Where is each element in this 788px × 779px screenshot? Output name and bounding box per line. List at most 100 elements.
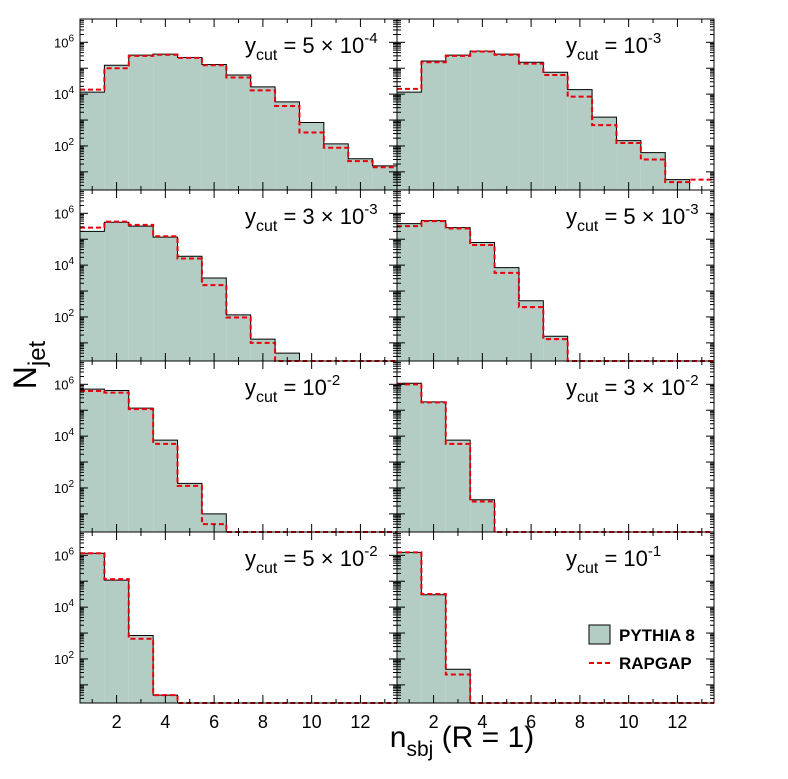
x-tick-label: 4 [477, 712, 487, 732]
pythia-bar [397, 223, 422, 361]
x-tick-label: 10 [619, 712, 639, 732]
pythia-bar [421, 61, 446, 190]
pythia-bar [470, 51, 495, 191]
pythia-bar [543, 336, 568, 361]
legend-label-pythia: PYTHIA 8 [619, 626, 695, 645]
pythia-bar [128, 55, 154, 190]
pythia-bar [177, 483, 202, 532]
y-tick-label: 102 [54, 479, 74, 496]
x-tick-label: 12 [350, 712, 370, 732]
pythia-bar [177, 256, 202, 361]
x-tick-label: 2 [429, 712, 439, 732]
pythia-bar [372, 165, 397, 190]
pythia-bar [518, 62, 544, 191]
pythia-step-line [397, 50, 714, 191]
pythia-bar [104, 390, 129, 532]
ycut-annotation: ycut = 5 × 10-2 [245, 543, 378, 577]
panel-8: 2 4 6 8 10 12 ycut = 10-1 [396, 531, 715, 732]
pythia-bar [153, 237, 178, 361]
pythia-bar [153, 440, 178, 532]
panel-6: ycut = 3 × 10-2 [396, 360, 715, 533]
x-tick-label: 2 [112, 712, 122, 732]
y-axis-label: Njet [7, 340, 51, 389]
y-tick-label: 102 [54, 137, 74, 154]
panel-5: 102 104 106 ycut = 10-2 [54, 360, 398, 533]
y-tick-label: 104 [54, 85, 74, 102]
pythia-bar [201, 277, 227, 361]
ycut-annotation: ycut = 10-1 [566, 543, 661, 577]
pythia-bar [128, 408, 154, 532]
panel-1: 102 104 106 ycut = 5 × 10-4 [54, 18, 398, 191]
pythia-bar [397, 552, 422, 703]
pythia-bar [80, 553, 105, 703]
pythia-bar [421, 594, 446, 703]
x-tick-label: 8 [575, 712, 585, 732]
rapgap-step-line [397, 50, 714, 184]
x-tick-label: 4 [160, 712, 170, 732]
pythia-bar [104, 65, 129, 190]
pythia-bar [421, 401, 446, 532]
rapgap-step-line [80, 220, 397, 362]
pythia-bar [397, 383, 422, 532]
pythia-bar [494, 267, 519, 361]
pythia-bar [592, 117, 617, 190]
y-tick-label: 102 [54, 308, 74, 325]
panel-4: ycut = 5 × 10-3 [396, 189, 715, 362]
pythia-bar [640, 152, 666, 190]
ycut-annotation: ycut = 10-3 [566, 30, 661, 64]
y-tick-label: 106 [54, 204, 74, 221]
pythia-bar [226, 74, 251, 190]
pythia-bar [153, 54, 178, 190]
x-tick-label: 8 [258, 712, 268, 732]
pythia-bar [543, 72, 568, 190]
pythia-bar [226, 314, 251, 361]
legend-swatch-pythia [588, 624, 611, 645]
pythia-bar [201, 64, 227, 190]
pythia-bar [518, 300, 544, 361]
pythia-bar [445, 227, 471, 361]
ycut-annotation: ycut = 3 × 10-2 [566, 372, 699, 406]
y-tick-label: 104 [54, 427, 74, 444]
pythia-bar [397, 92, 422, 190]
pythia-bar [128, 635, 154, 703]
pythia-bar [445, 55, 471, 190]
pythia-bar [80, 92, 105, 190]
panel-3: 102 104 106 ycut = 3 × 10-3 [54, 189, 398, 362]
legend-label-rapgap: RAPGAP [619, 654, 692, 673]
pythia-bar [80, 231, 105, 361]
y-tick-label: 106 [54, 546, 74, 563]
ycut-annotation: ycut = 5 × 10-3 [566, 201, 699, 235]
pythia-bar [445, 440, 471, 532]
pythia-bar [128, 226, 154, 361]
pythia-bar [275, 101, 300, 190]
pythia-bar [445, 669, 471, 703]
pythia-step-line [80, 53, 397, 167]
ycut-annotation: ycut = 5 × 10-4 [245, 30, 378, 64]
pythia-bar [421, 220, 446, 361]
panel-7: 102 104 106 2 4 6 8 10 12 ycut = 5 × 10-2 [54, 531, 398, 732]
x-tick-label: 6 [209, 712, 219, 732]
y-tick-label: 102 [54, 650, 74, 667]
pythia-bar [494, 54, 519, 190]
ycut-annotation: ycut = 3 × 10-3 [245, 201, 378, 235]
pythia-bar [616, 140, 641, 190]
pythia-bar [299, 122, 324, 190]
x-tick-label: 12 [667, 712, 687, 732]
y-tick-label: 104 [54, 256, 74, 273]
y-tick-label: 104 [54, 598, 74, 615]
x-tick-label: 6 [526, 712, 536, 732]
pythia-bar [250, 86, 276, 190]
panel-2: ycut = 10-3 [396, 18, 715, 191]
pythia-bar [470, 242, 495, 361]
pythia-bar [177, 57, 202, 190]
legend: PYTHIA 8 RAPGAP [588, 624, 695, 673]
pythia-bar [201, 513, 227, 532]
y-tick-label: 106 [54, 33, 74, 50]
pythia-bar [104, 580, 129, 703]
pythia-bar [250, 339, 276, 361]
y-tick-label: 106 [54, 375, 74, 392]
pythia-bar [567, 89, 593, 190]
x-tick-label: 10 [302, 712, 322, 732]
